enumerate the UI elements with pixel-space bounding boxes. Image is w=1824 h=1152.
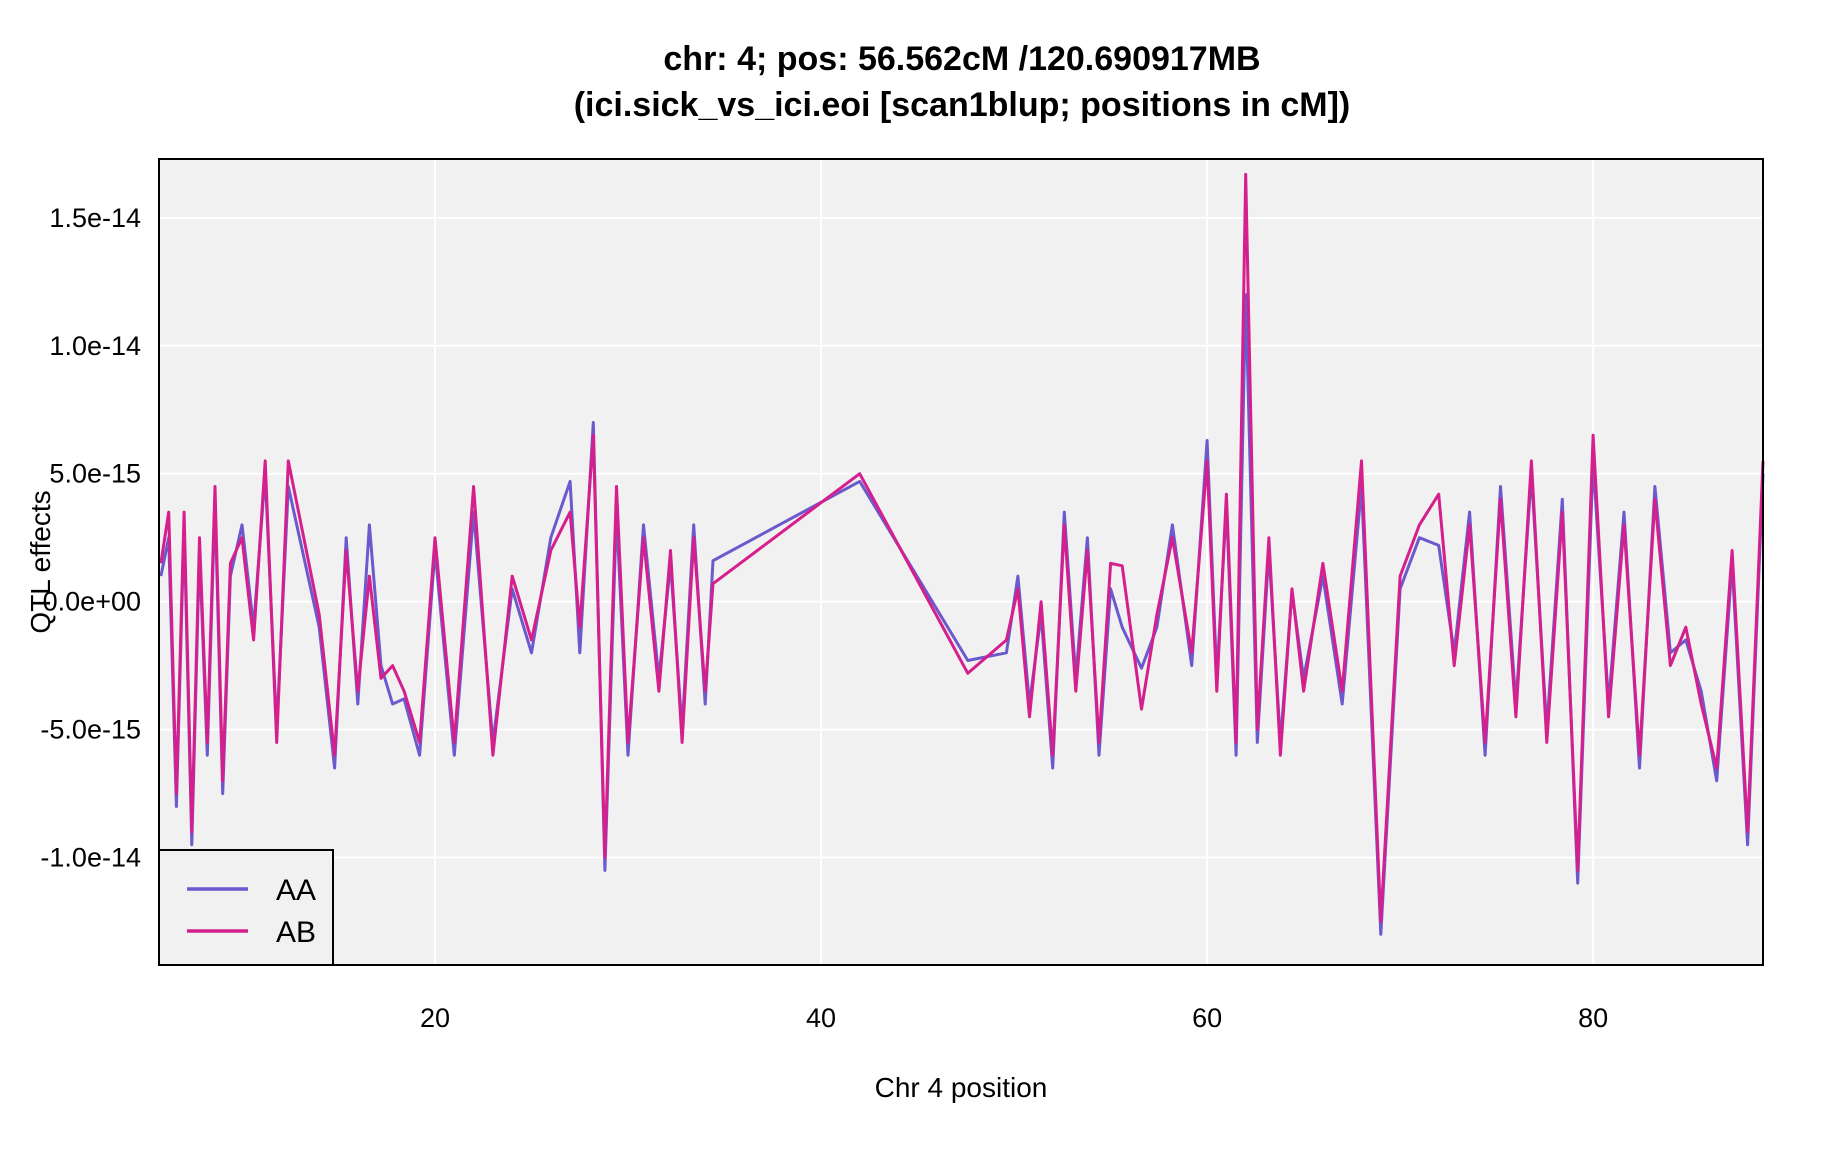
y-tick-label-4: -5.0e-15: [40, 715, 141, 745]
plot-frame: [158, 158, 1764, 966]
y-tick-labels: 1.5e-14 1.0e-14 5.0e-15 0.0e+00 -5.0e-15 -1.0…: [40, 203, 141, 873]
x-axis-label: Chr 4 position: [875, 1072, 1048, 1103]
legend: AA AB: [158, 849, 334, 966]
x-tick-label-3: 80: [1578, 1003, 1608, 1033]
legend-box: [158, 849, 334, 966]
x-tick-label-0: 20: [420, 1003, 450, 1033]
x-tick-labels: 20 40 60 80: [420, 1003, 1608, 1033]
y-tick-label-3: 0.0e+00: [43, 587, 141, 617]
y-tick-label-5: -1.0e-14: [40, 843, 141, 873]
y-tick-label-1: 1.0e-14: [49, 331, 141, 361]
series-lines: [159, 172, 1765, 936]
plot-panel: [159, 159, 1763, 965]
y-axis-label: QTL effects: [25, 490, 56, 633]
grid-lines: [159, 159, 1763, 965]
legend-label-aa: AA: [276, 874, 316, 907]
x-tick-label-1: 40: [806, 1003, 836, 1033]
legend-label-ab: AB: [276, 916, 316, 949]
series-line-ab: [159, 172, 1765, 923]
y-tick-label-2: 5.0e-15: [49, 459, 141, 489]
chart-title-line1: chr: 4; pos: 56.562cM /120.690917MB: [663, 40, 1260, 78]
y-tick-label-0: 1.5e-14: [49, 203, 141, 233]
x-tick-label-2: 60: [1192, 1003, 1222, 1033]
chart-title-line2: (ici.sick_vs_ici.eoi [scan1blup; positio…: [574, 86, 1351, 124]
